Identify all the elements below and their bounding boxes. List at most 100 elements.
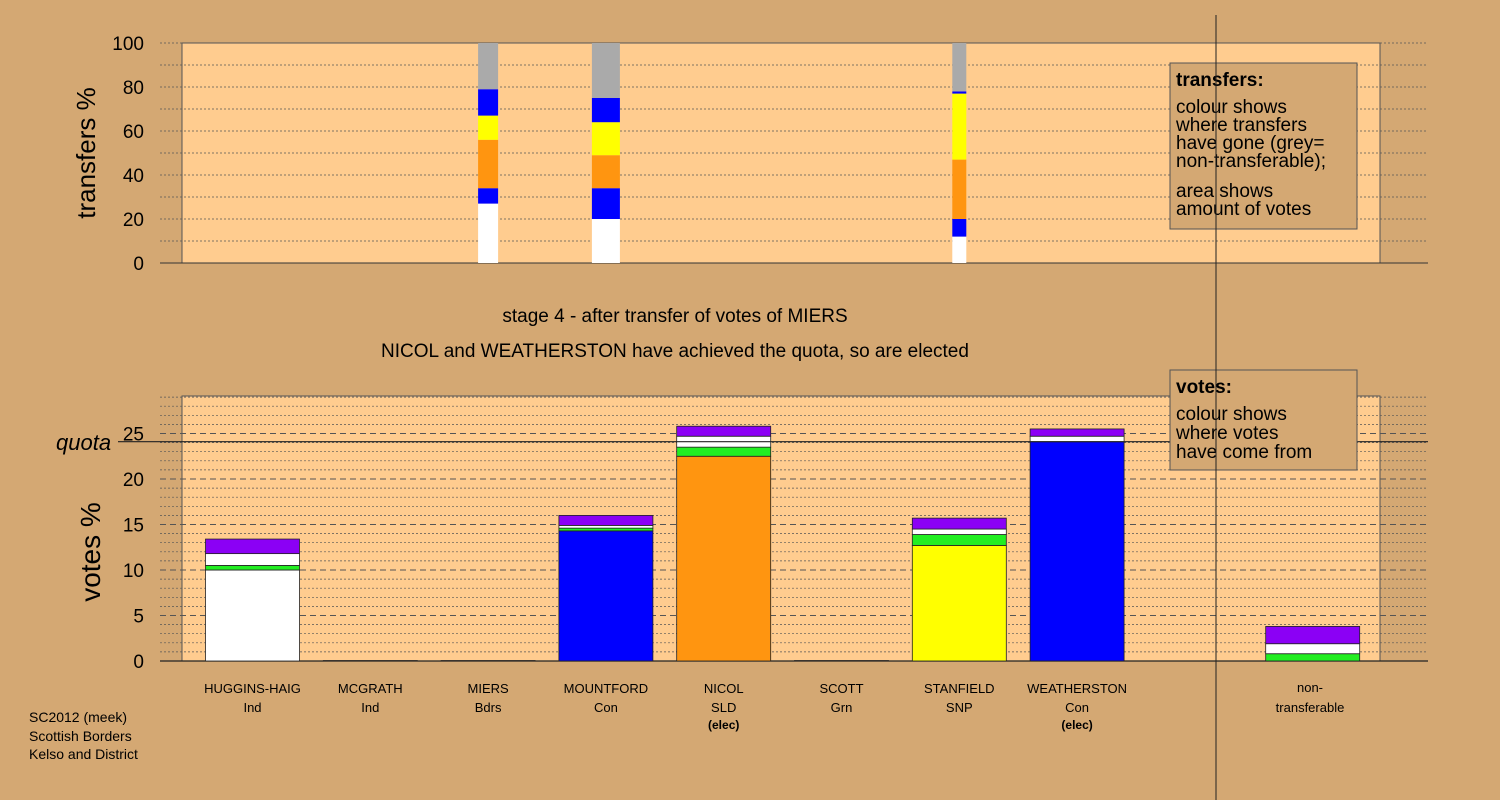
transfers-bars bbox=[478, 43, 967, 263]
candidate-party: SLD bbox=[711, 700, 736, 715]
vote-segment bbox=[322, 660, 418, 662]
nontransferable-label: non- bbox=[1297, 680, 1323, 695]
y-tick-label: 25 bbox=[123, 425, 144, 446]
transfer-segment bbox=[478, 115, 499, 140]
vote-segment bbox=[1265, 626, 1361, 645]
vote-segment bbox=[676, 455, 772, 662]
vote-segment bbox=[440, 660, 536, 662]
transfer-segment bbox=[478, 43, 499, 90]
y-tick-label: 60 bbox=[123, 122, 144, 143]
votes-legend-line: colour shows bbox=[1176, 404, 1287, 425]
footer-line: Scottish Borders bbox=[29, 728, 132, 744]
transfer-segment bbox=[478, 188, 499, 204]
vote-segment bbox=[676, 425, 772, 437]
vote-segment bbox=[911, 534, 1007, 546]
elected-marker: (elec) bbox=[1061, 718, 1092, 732]
vote-segment bbox=[558, 515, 654, 526]
transfer-segment bbox=[591, 122, 620, 156]
transfers-legend-line: amount of votes bbox=[1176, 199, 1311, 220]
transfers-legend-line: where transfers bbox=[1175, 115, 1307, 136]
candidate-name: SCOTT bbox=[819, 681, 863, 696]
vote-segment bbox=[911, 545, 1007, 662]
vote-segment bbox=[911, 517, 1007, 530]
vote-segment bbox=[794, 660, 889, 662]
transfer-segment bbox=[952, 219, 967, 237]
candidate-name: STANFIELD bbox=[924, 681, 995, 696]
votes-legend-line: have come from bbox=[1176, 442, 1312, 463]
y-tick-label: 100 bbox=[112, 34, 144, 55]
transfer-segment bbox=[591, 98, 620, 123]
candidate-party: Bdrs bbox=[475, 700, 502, 715]
transfer-segment bbox=[478, 139, 499, 189]
transfer-segment bbox=[591, 219, 620, 263]
nontransferable-label: transferable bbox=[1276, 700, 1345, 715]
transfer-segment bbox=[591, 188, 620, 219]
vote-segment bbox=[558, 525, 654, 529]
transfer-segment bbox=[952, 43, 967, 92]
candidate-name: WEATHERSTON bbox=[1027, 681, 1127, 696]
vote-segment bbox=[558, 527, 654, 532]
transfers-legend-line: non-transferable); bbox=[1176, 151, 1326, 172]
transfer-segment bbox=[591, 155, 620, 189]
candidate-name: MOUNTFORD bbox=[564, 681, 649, 696]
votes-bars bbox=[205, 425, 1361, 662]
vote-segment bbox=[205, 565, 300, 571]
candidate-party: SNP bbox=[946, 700, 973, 715]
vote-segment bbox=[205, 553, 300, 566]
y-tick-label: 0 bbox=[133, 652, 144, 673]
vote-segment bbox=[1265, 643, 1361, 655]
candidate-name: NICOL bbox=[704, 681, 744, 696]
y-tick-label: 10 bbox=[123, 561, 144, 582]
y-tick-label: 80 bbox=[123, 78, 144, 99]
votes-y-ticks: 0 5 10 15 20 25 bbox=[123, 425, 144, 674]
vote-segment bbox=[1265, 653, 1361, 662]
candidate-party: Con bbox=[1065, 700, 1089, 715]
transfers-legend-line: area shows bbox=[1176, 181, 1273, 202]
y-tick-label: 40 bbox=[123, 166, 144, 187]
transfers-y-ticks: 0 20 40 60 80 100 bbox=[112, 34, 144, 275]
transfers-legend-line: colour shows bbox=[1176, 97, 1287, 118]
y-tick-label: 20 bbox=[123, 470, 144, 491]
candidate-party: Ind bbox=[361, 700, 379, 715]
vote-segment bbox=[558, 530, 654, 662]
candidate-labels: HUGGINS-HAIG Ind MCGRATH Ind MIERS Bdrs MOUNTF… bbox=[204, 681, 1127, 732]
elected-marker: (elec) bbox=[708, 718, 739, 732]
transfer-segment bbox=[478, 89, 499, 116]
transfers-y-axis-label: transfers % bbox=[71, 87, 101, 219]
vote-segment bbox=[1029, 435, 1125, 443]
stage-title: stage 4 - after transfer of votes of MIE… bbox=[502, 306, 847, 327]
transfer-segment bbox=[591, 43, 620, 98]
transfers-legend: transfers: colour shows where transfers … bbox=[1169, 62, 1358, 230]
candidate-party: Con bbox=[594, 700, 618, 715]
candidate-party: Grn bbox=[831, 700, 853, 715]
votes-legend-title: votes: bbox=[1176, 377, 1232, 398]
footer-line: Kelso and District bbox=[29, 746, 138, 762]
y-tick-label: 20 bbox=[123, 210, 144, 231]
y-tick-label: 5 bbox=[133, 607, 144, 628]
votes-legend-line: where votes bbox=[1175, 423, 1278, 444]
stage-subtitle: NICOL and WEATHERSTON have achieved the … bbox=[381, 341, 969, 362]
vote-segment bbox=[1029, 441, 1125, 662]
quota-label: quota bbox=[56, 430, 111, 455]
transfer-segment bbox=[478, 203, 499, 263]
votes-legend: votes: colour shows where votes have com… bbox=[1169, 369, 1358, 471]
transfer-segment bbox=[952, 159, 967, 219]
vote-segment bbox=[911, 528, 1007, 535]
vote-segment bbox=[205, 538, 300, 555]
transfer-segment bbox=[952, 236, 967, 263]
candidate-name: HUGGINS-HAIG bbox=[204, 681, 301, 696]
vote-segment bbox=[676, 446, 772, 457]
vote-segment bbox=[205, 569, 300, 662]
footer-line: SC2012 (meek) bbox=[29, 709, 127, 725]
vote-segment bbox=[1029, 428, 1125, 437]
candidate-name: MCGRATH bbox=[338, 681, 403, 696]
y-tick-label: 15 bbox=[123, 516, 144, 537]
transfer-segment bbox=[952, 93, 967, 160]
y-tick-label: 0 bbox=[133, 254, 144, 275]
candidate-name: MIERS bbox=[468, 681, 510, 696]
votes-y-axis-label: votes % bbox=[75, 502, 106, 602]
transfer-segment bbox=[952, 91, 967, 94]
transfers-legend-line: have gone (grey= bbox=[1176, 133, 1324, 154]
transfers-legend-title: transfers: bbox=[1176, 70, 1264, 91]
